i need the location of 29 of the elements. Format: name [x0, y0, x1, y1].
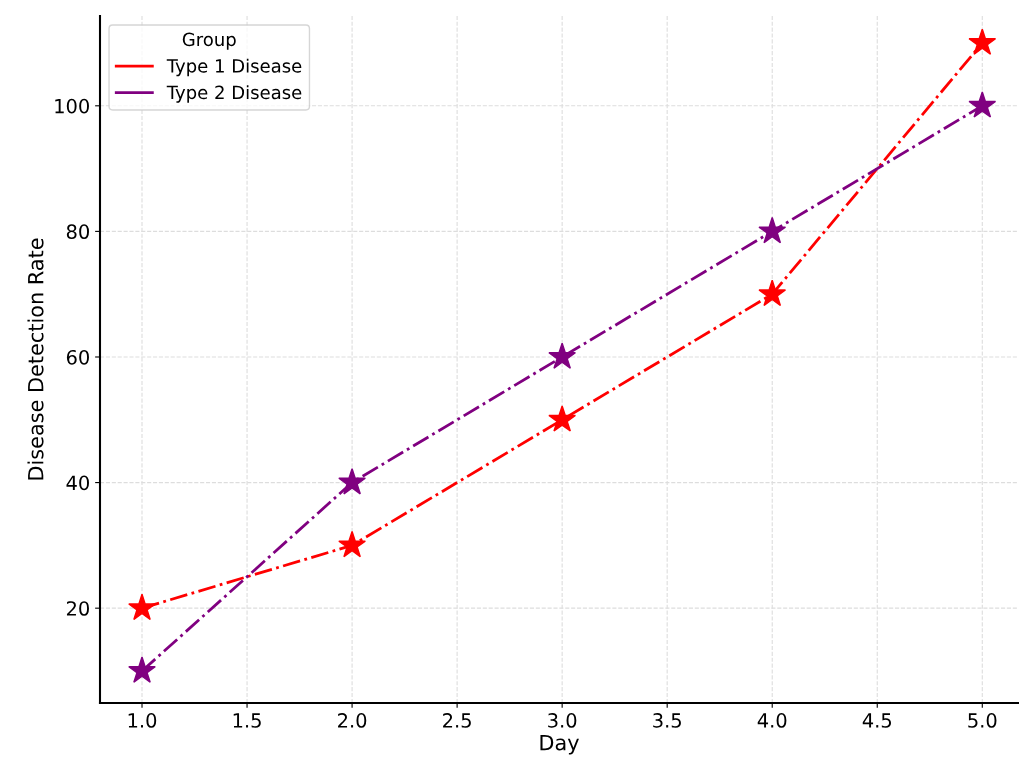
y-tick-label: 60 — [66, 349, 89, 365]
legend-label: Type 1 Disease — [166, 58, 302, 77]
point — [338, 530, 366, 558]
point — [548, 405, 577, 432]
y-tick-label: 100 — [55, 98, 89, 114]
y-tick-label: 40 — [66, 475, 89, 491]
point — [758, 216, 787, 244]
point — [128, 593, 156, 621]
legend-label: Type 2 Disease — [166, 85, 302, 103]
y-tick-label: 80 — [66, 224, 89, 240]
x-axis-title: Day — [540, 734, 579, 755]
point — [968, 28, 997, 55]
y-tick-label: 20 — [66, 601, 89, 616]
x-tick-label: 3.5 — [653, 713, 681, 728]
x-tick-label: 2.5 — [443, 713, 471, 728]
x-tick-label: 4.5 — [862, 713, 892, 728]
x-tick-label: 2.0 — [338, 713, 367, 728]
point — [128, 656, 156, 683]
x-tick-label: 1.5 — [233, 713, 261, 728]
legend-title: Group — [182, 32, 236, 50]
point — [338, 467, 366, 495]
point — [758, 279, 787, 307]
point — [548, 342, 577, 369]
x-tick-label: 4.0 — [757, 713, 787, 728]
y-axis-title: Disease Detection Rate — [27, 238, 44, 480]
x-tick-label: 5.0 — [968, 713, 997, 728]
point — [968, 91, 997, 118]
x-tick-label: 1.0 — [128, 713, 157, 728]
x-tick-label: 3.0 — [548, 713, 577, 728]
